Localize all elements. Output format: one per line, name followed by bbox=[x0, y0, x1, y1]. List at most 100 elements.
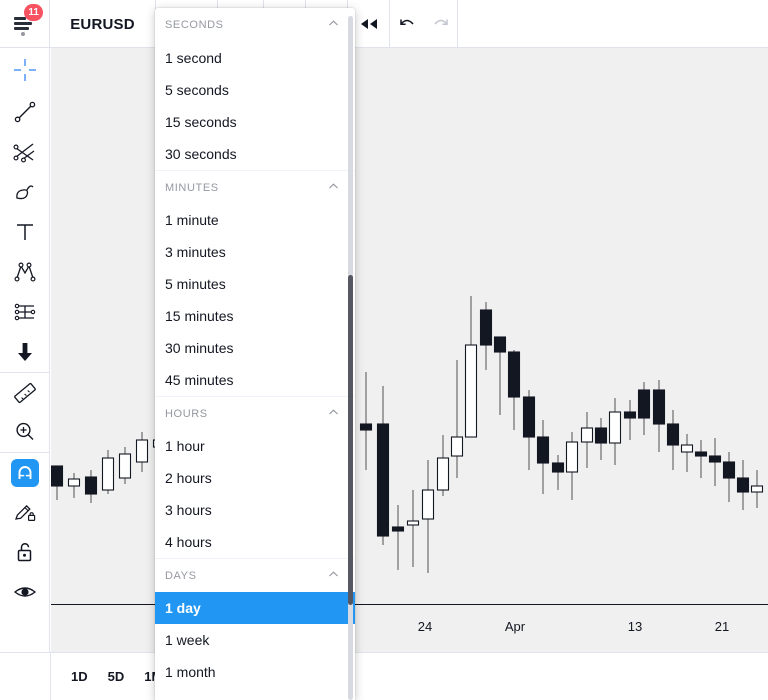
fib-pitchfork-tool[interactable] bbox=[0, 132, 50, 172]
interval-option-45-minutes[interactable]: 45 minutes bbox=[155, 364, 355, 396]
interval-option-label: 15 seconds bbox=[165, 114, 237, 130]
chevron-up-icon[interactable] bbox=[328, 181, 339, 195]
candle bbox=[608, 398, 622, 465]
unlock-padlock-icon bbox=[17, 542, 32, 562]
dropdown-scrollbar-thumb[interactable] bbox=[348, 275, 353, 605]
interval-option-label: 4 hours bbox=[165, 534, 212, 550]
candle bbox=[67, 473, 81, 498]
interval-group-header-days[interactable]: DAYS bbox=[155, 558, 355, 592]
redo-button[interactable] bbox=[424, 0, 458, 48]
brush-tool[interactable] bbox=[0, 172, 50, 212]
candle bbox=[722, 452, 736, 502]
interval-option-5-seconds[interactable]: 5 seconds bbox=[155, 74, 355, 106]
interval-option-3-hours[interactable]: 3 hours bbox=[155, 494, 355, 526]
interval-option-1-month[interactable]: 1 month bbox=[155, 656, 355, 688]
brush-icon bbox=[16, 185, 34, 200]
interval-option-label: 30 seconds bbox=[165, 146, 237, 162]
interval-option-30-seconds[interactable]: 30 seconds bbox=[155, 138, 355, 170]
candle bbox=[623, 400, 637, 440]
candle bbox=[551, 455, 565, 490]
interval-option-5-minutes[interactable]: 5 minutes bbox=[155, 268, 355, 300]
x-axis-tick-label: 13 bbox=[627, 619, 643, 634]
magnet-icon bbox=[18, 465, 32, 479]
interval-dropdown-menu[interactable]: SECONDS 1 second 5 seconds 15 seconds 30 sec… bbox=[155, 8, 355, 700]
menu-badge-count: 11 bbox=[24, 4, 43, 21]
range-button-1d[interactable]: 1D bbox=[71, 669, 88, 684]
patterns-tool[interactable] bbox=[0, 252, 50, 292]
interval-option-1-minute[interactable]: 1 minute bbox=[155, 204, 355, 236]
chevron-up-icon[interactable] bbox=[328, 18, 339, 32]
watchlist-menu-icon bbox=[13, 14, 36, 36]
interval-group-title: SECONDS bbox=[165, 19, 224, 31]
lock-drawings-tool[interactable] bbox=[0, 532, 50, 572]
measure-ruler-tool[interactable] bbox=[0, 372, 50, 412]
trend-line-tool[interactable] bbox=[0, 92, 50, 132]
interval-option-1-week[interactable]: 1 week bbox=[155, 624, 355, 656]
interval-option-15-minutes[interactable]: 15 minutes bbox=[155, 300, 355, 332]
magnet-mode-tool[interactable] bbox=[0, 452, 50, 492]
undo-button[interactable] bbox=[390, 0, 424, 48]
chevron-up-icon[interactable] bbox=[328, 569, 339, 583]
interval-group-title: DAYS bbox=[165, 569, 197, 582]
candle bbox=[479, 302, 493, 370]
text-icon bbox=[17, 224, 33, 240]
forecast-tool[interactable] bbox=[0, 292, 50, 332]
bottom-left-spacer bbox=[0, 653, 51, 700]
stay-in-drawing-mode-tool[interactable] bbox=[0, 492, 50, 532]
candle bbox=[391, 505, 405, 570]
trend-line-icon bbox=[14, 101, 36, 123]
interval-option-label: 45 minutes bbox=[165, 372, 234, 388]
redo-arrow-icon bbox=[433, 19, 448, 26]
range-button-5d[interactable]: 5D bbox=[107, 669, 125, 684]
symbol-button[interactable]: EURUSD bbox=[50, 0, 156, 48]
eye-icon bbox=[13, 587, 37, 597]
interval-group-header-hours[interactable]: HOURS bbox=[155, 396, 355, 430]
candle bbox=[580, 412, 594, 468]
drawing-toolbar bbox=[0, 48, 50, 700]
interval-option-3-minutes[interactable]: 3 minutes bbox=[155, 236, 355, 268]
candle bbox=[507, 350, 521, 430]
interval-option-label: 1 minute bbox=[165, 212, 219, 228]
arrow-marker-tool[interactable] bbox=[0, 332, 50, 372]
hide-drawings-tool[interactable] bbox=[0, 572, 50, 612]
interval-option-label: 1 day bbox=[165, 600, 201, 616]
candle bbox=[680, 434, 694, 472]
crosshair-tool[interactable] bbox=[0, 48, 50, 92]
interval-option-label: 1 week bbox=[165, 632, 210, 648]
interval-group-header-seconds[interactable]: SECONDS bbox=[155, 8, 355, 42]
candle bbox=[406, 490, 420, 567]
candle bbox=[522, 390, 536, 470]
interval-option-15-seconds[interactable]: 15 seconds bbox=[155, 106, 355, 138]
interval-option-1-hour[interactable]: 1 hour bbox=[155, 430, 355, 462]
zoom-in-icon bbox=[16, 422, 34, 440]
candle bbox=[652, 380, 666, 452]
interval-option-label: 30 minutes bbox=[165, 340, 234, 356]
arrow-down-icon bbox=[18, 343, 32, 361]
interval-option-label: 3 hours bbox=[165, 502, 212, 518]
candlestick-series bbox=[51, 296, 764, 573]
chevron-up-icon[interactable] bbox=[328, 407, 339, 421]
interval-option-1-second[interactable]: 1 second bbox=[155, 42, 355, 74]
interval-option-1-day[interactable]: 1 day bbox=[155, 592, 355, 624]
candle bbox=[594, 418, 608, 460]
watchlist-menu-button[interactable]: 11 bbox=[0, 0, 50, 48]
x-axis-tick-label: 24 bbox=[417, 619, 433, 634]
interval-option-4-hours[interactable]: 4 hours bbox=[155, 526, 355, 558]
candle bbox=[493, 336, 507, 415]
interval-option-2-hours[interactable]: 2 hours bbox=[155, 462, 355, 494]
bar-replay-button[interactable] bbox=[348, 0, 390, 48]
text-tool[interactable] bbox=[0, 212, 50, 252]
candle bbox=[694, 440, 708, 478]
zoom-in-tool[interactable] bbox=[0, 412, 50, 452]
interval-dropdown-list: SECONDS 1 second 5 seconds 15 seconds 30 sec… bbox=[155, 8, 355, 688]
interval-option-30-minutes[interactable]: 30 minutes bbox=[155, 332, 355, 364]
candle bbox=[736, 460, 750, 510]
bottom-right-spacer bbox=[310, 653, 768, 700]
top-toolbar: 11 EURUSD bbox=[0, 0, 768, 48]
candle bbox=[708, 438, 722, 486]
interval-group-header-minutes[interactable]: MINUTES bbox=[155, 170, 355, 204]
candle bbox=[84, 470, 98, 503]
x-axis-tick-label: 21 bbox=[714, 619, 730, 634]
candle bbox=[101, 450, 115, 494]
